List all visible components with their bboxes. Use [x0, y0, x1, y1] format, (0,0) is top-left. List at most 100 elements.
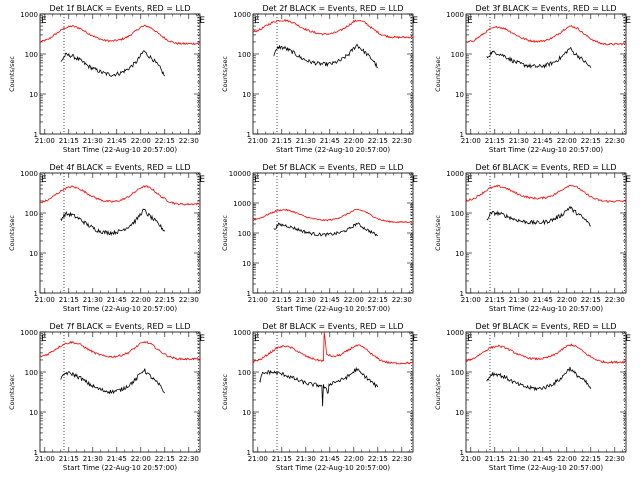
x-tick-label: 21:45 [107, 296, 127, 304]
x-tick-label: 21:45 [320, 296, 340, 304]
panel-title: Det 1f BLACK = Events, RED = LLD [49, 4, 190, 13]
series-black-events [259, 366, 379, 407]
x-tick-label: 21:45 [533, 137, 553, 145]
panel-title: Det 5f BLACK = Events, RED = LLD [262, 163, 403, 172]
panel-7: Det 7f BLACK = Events, RED = LLD 1 10 100 10… [8, 322, 205, 472]
y-axis-label: Counts/sec [434, 56, 442, 92]
series-red-lld [465, 184, 627, 203]
x-axis-label: Start Time (22-Aug-10 20:57:00) [276, 464, 390, 472]
marker-label-right: E [199, 175, 205, 185]
series-black-events [60, 368, 166, 395]
y-tick-label: 1 [247, 449, 251, 457]
plot-frame [39, 172, 201, 294]
marker-label-left: E [467, 175, 473, 185]
y-tick-label: 10 [242, 260, 251, 268]
series-black-events [273, 43, 378, 69]
panel-title: Det 3f BLACK = Events, RED = LLD [475, 4, 616, 13]
marker-label-left: E [41, 16, 47, 26]
x-tick-label: 21:30 [509, 296, 529, 304]
x-tick-label: 21:15 [272, 455, 292, 463]
x-tick-label: 22:30 [179, 296, 199, 304]
marker-label-left: E [467, 334, 473, 344]
x-tick-label: 21:15 [59, 137, 79, 145]
series-red-lld [253, 18, 414, 40]
y-tick-label: 10 [29, 409, 38, 417]
x-tick-label: 21:00 [461, 455, 481, 463]
y-tick-label: 10 [29, 250, 38, 258]
x-tick-label: 22:15 [368, 455, 388, 463]
x-tick-label: 22:30 [605, 137, 625, 145]
x-tick-label: 22:30 [605, 455, 625, 463]
y-tick-label: 1000 [233, 200, 251, 208]
marker-label-right: E [625, 175, 631, 185]
panel-2: Det 2f BLACK = Events, RED = LLD 1 10 100 10… [221, 4, 418, 154]
x-tick-label: 21:00 [461, 137, 481, 145]
y-tick-label: 10 [29, 91, 38, 99]
x-tick-label: 21:45 [533, 455, 553, 463]
x-tick-label: 22:15 [155, 137, 175, 145]
marker-label-right: E [412, 334, 418, 344]
series-black-events [273, 222, 378, 238]
x-tick-label: 21:30 [83, 455, 103, 463]
x-tick-label: 22:15 [581, 137, 601, 145]
panel-title: Det 9f BLACK = Events, RED = LLD [475, 322, 616, 331]
x-tick-label: 22:30 [179, 455, 199, 463]
series-red-lld [252, 331, 414, 365]
y-tick-label: 10 [455, 91, 464, 99]
series-black-events [486, 366, 592, 392]
x-tick-label: 22:30 [605, 296, 625, 304]
x-axis-label: Start Time (22-Aug-10 20:57:00) [63, 305, 177, 313]
y-tick-label: 10 [242, 91, 251, 99]
x-tick-label: 22:15 [155, 455, 175, 463]
x-tick-label: 21:15 [272, 296, 292, 304]
x-tick-label: 21:30 [509, 137, 529, 145]
x-tick-label: 21:15 [59, 455, 79, 463]
x-tick-label: 22:30 [392, 296, 412, 304]
panel-5: Det 5f BLACK = Events, RED = LLD 1 10 100 10… [221, 163, 418, 313]
y-tick-label: 10 [455, 409, 464, 417]
series-black-events [60, 50, 166, 77]
series-black-events [486, 205, 591, 227]
y-tick-label: 100 [25, 369, 38, 377]
y-axis-label: Counts/sec [8, 374, 16, 410]
plot-frame [465, 172, 627, 294]
series-red-lld [39, 340, 201, 361]
plot-frame [465, 331, 627, 453]
marker-label-left: E [254, 16, 260, 26]
x-tick-label: 21:30 [296, 455, 316, 463]
y-tick-label: 10 [242, 409, 251, 417]
x-tick-label: 22:15 [155, 296, 175, 304]
y-axis-label: Counts/sec [434, 215, 442, 251]
x-tick-label: 21:45 [107, 455, 127, 463]
x-tick-label: 21:00 [248, 296, 268, 304]
y-axis-label: Counts/sec [221, 374, 229, 410]
y-tick-label: 10000 [229, 170, 251, 178]
y-tick-label: 1000 [20, 11, 38, 19]
x-axis-label: Start Time (22-Aug-10 20:57:00) [276, 146, 390, 154]
x-tick-label: 22:15 [368, 137, 388, 145]
marker-label-right: E [625, 16, 631, 26]
marker-label-right: E [412, 175, 418, 185]
y-tick-label: 1000 [446, 11, 464, 19]
panel-4: Det 4f BLACK = Events, RED = LLD 1 10 100 10… [8, 163, 205, 313]
x-tick-label: 21:15 [59, 296, 79, 304]
panel-1: Det 1f BLACK = Events, RED = LLD 1 10 100 10… [8, 4, 205, 154]
panel-3: Det 3f BLACK = Events, RED = LLD 1 10 100 10… [434, 4, 631, 154]
y-axis-label: Counts/sec [221, 215, 229, 251]
y-tick-label: 100 [451, 369, 464, 377]
x-tick-label: 21:30 [296, 296, 316, 304]
x-tick-label: 22:00 [557, 455, 577, 463]
series-black-events [60, 208, 166, 237]
panel-8: Det 8f BLACK = Events, RED = LLD 1 10 100 10… [221, 322, 418, 472]
marker-label-left: E [41, 334, 47, 344]
y-tick-label: 100 [238, 230, 251, 238]
x-tick-label: 22:00 [131, 296, 151, 304]
x-axis-label: Start Time (22-Aug-10 20:57:00) [63, 146, 177, 154]
plot-frame [39, 13, 201, 135]
y-tick-label: 1000 [233, 11, 251, 19]
x-tick-label: 21:15 [485, 296, 505, 304]
plot-frame [465, 13, 627, 135]
y-tick-label: 1 [34, 290, 38, 298]
y-tick-label: 100 [238, 51, 251, 59]
